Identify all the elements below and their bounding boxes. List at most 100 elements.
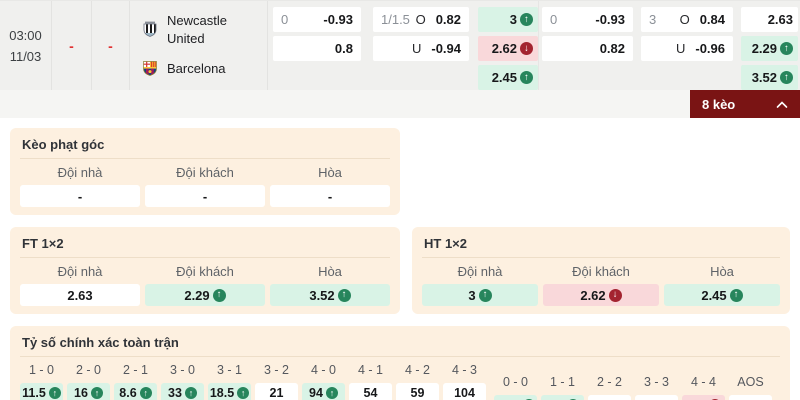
- odds-value: 54: [363, 386, 378, 400]
- score-column: 2 - 18.6↑8.2↓: [114, 363, 157, 400]
- score-column: 2 - 016↑14.5↓: [67, 363, 110, 400]
- odds-cell[interactable]: 2.62 ↓: [543, 284, 659, 306]
- trend-down-icon: ↓: [608, 288, 622, 302]
- odds-cell[interactable]: 2.45 ↑: [478, 65, 538, 90]
- odds-cell[interactable]: 2.63: [20, 284, 140, 306]
- odds-cell[interactable]: 2.29 ↑: [145, 284, 265, 306]
- score-column: 3 - 3 37: [635, 363, 678, 400]
- score-header: 1 - 1: [549, 375, 575, 389]
- odds-value: 2.45: [701, 287, 727, 303]
- trend-up-icon: ↑: [520, 71, 533, 84]
- panel-title: Kèo phạt góc: [20, 136, 390, 159]
- odds-cell[interactable]: 8.6 ↑: [114, 383, 157, 400]
- odds-cell[interactable]: 3.52 ↑: [270, 284, 390, 306]
- handicap-odds: -0.93: [595, 12, 625, 27]
- odds-cell[interactable]: 17.5↑: [494, 395, 537, 400]
- odds-value: -: [202, 188, 208, 204]
- handicap-odds-cell[interactable]: 0.82: [542, 36, 633, 61]
- total-odds: -0.94: [431, 41, 461, 56]
- panel-headers: Đội nhà Đội khách Hòa: [20, 165, 390, 180]
- odds-value: 18: [744, 398, 758, 400]
- odds-cell[interactable]: 16 ↑: [67, 383, 110, 400]
- odds-cell[interactable]: -: [20, 185, 140, 207]
- odds-cell[interactable]: 2.62 ↓: [478, 36, 538, 61]
- trend-up-icon: ↑: [325, 387, 338, 399]
- total-odds-cell[interactable]: 3 O 0.84: [641, 7, 733, 32]
- odds-cell[interactable]: 6.1↑: [541, 395, 584, 400]
- score-column: 4 - 310494↓: [443, 363, 486, 400]
- match-time-col: 03:00 11/03: [0, 1, 52, 90]
- trend-down-icon: ↓: [520, 42, 533, 55]
- odds-cell[interactable]: -: [270, 185, 390, 207]
- odds-cell[interactable]: 3.52 ↑: [741, 65, 798, 90]
- odds-value: -: [77, 188, 83, 204]
- header-away: Đội khách: [176, 264, 234, 279]
- match-row: 03:00 11/03 - - Newcas: [0, 0, 800, 90]
- score-header: 2 - 0: [75, 363, 101, 377]
- total-odds-cell[interactable]: U -0.94: [373, 36, 469, 61]
- odds-cell[interactable]: 94 ↑: [302, 383, 345, 400]
- score-column: 4 - 15445↓: [349, 363, 392, 400]
- trend-up-icon: ↑: [184, 387, 197, 399]
- barcelona-crest-icon: [140, 58, 160, 81]
- score-header: 3 - 2: [263, 363, 289, 377]
- score-header: 4 - 0: [310, 363, 336, 377]
- total-side: O: [679, 12, 690, 27]
- odds-group1-handicap: 0 -0.93 0.8: [273, 1, 361, 90]
- total-side: U: [675, 41, 686, 56]
- odds-cell[interactable]: 18: [729, 395, 772, 400]
- odds-group2-1x2: 2.63 2.29 ↑ 3.52 ↑: [741, 1, 798, 90]
- match-footer: 8 kèo: [0, 90, 800, 118]
- odds-value: 8.6: [119, 386, 137, 400]
- handicap-odds-cell[interactable]: 0.8: [273, 36, 361, 61]
- ft-ht-row: FT 1×2 Đội nhà Đội khách Hòa 2.63 2.29 ↑ 3.…: [10, 227, 790, 314]
- odds-cell[interactable]: 11.5 ↑: [20, 383, 63, 400]
- odds-cell[interactable]: -: [145, 185, 265, 207]
- score-header: 4 - 1: [357, 363, 383, 377]
- handicap-odds-cell[interactable]: 0 -0.93: [273, 7, 361, 32]
- score-header: 2 - 1: [122, 363, 148, 377]
- odds-cell[interactable]: 104: [443, 383, 486, 400]
- score-column: 4 - 094↑74↓: [302, 363, 345, 400]
- odds-cell[interactable]: 3 ↑: [478, 7, 538, 32]
- odds-group2-total: 3 O 0.84 U -0.96: [641, 1, 733, 90]
- odds-cell[interactable]: 59: [396, 383, 439, 400]
- panel-title: FT 1×2: [20, 235, 390, 258]
- odds-cell[interactable]: 37: [635, 395, 678, 400]
- odds-cell[interactable]: 2.29 ↑: [741, 36, 798, 61]
- odds-cell[interactable]: 18.5 ↑: [208, 383, 251, 400]
- total-odds-cell[interactable]: 1/1.5 O 0.82: [373, 7, 469, 32]
- odds-value: 3.52: [751, 70, 777, 85]
- score-header: 3 - 0: [169, 363, 195, 377]
- header-draw: Hòa: [710, 264, 734, 279]
- odds-cell[interactable]: 54: [349, 383, 392, 400]
- odds-value: 59: [410, 386, 425, 400]
- odds-cell[interactable]: 2.63: [741, 7, 798, 32]
- trend-up-icon: ↑: [520, 13, 533, 26]
- handicap-odds-cell[interactable]: 0 -0.93: [542, 7, 633, 32]
- score-column: 3 - 22119: [255, 363, 298, 400]
- odds-cell[interactable]: 21: [255, 383, 298, 400]
- odds-cell[interactable]: 3 ↑: [422, 284, 538, 306]
- score-column: 3 - 118.5↑16.5↓: [208, 363, 251, 400]
- odds-value: 2.63: [767, 12, 793, 27]
- odds-cell[interactable]: 234↓: [682, 395, 725, 400]
- odds-cell[interactable]: 33 ↑: [161, 383, 204, 400]
- trend-up-icon: ↑: [90, 387, 103, 399]
- header-away: Đội khách: [176, 165, 234, 180]
- odds-value: 94: [309, 386, 323, 400]
- panel-corner-odds: Kèo phạt góc Đội nhà Đội khách Hòa - - -: [10, 128, 400, 215]
- odds-value: 2.29: [751, 41, 777, 56]
- panel-cells: 3 ↑ 2.62 ↓ 2.45 ↑: [422, 284, 780, 306]
- panel-cells: ---: [20, 185, 390, 207]
- odds-cell[interactable]: 10: [588, 395, 631, 400]
- total-side: O: [415, 12, 426, 27]
- keo-count-banner[interactable]: 8 kèo: [690, 90, 800, 118]
- score-column: 4 - 25954↓: [396, 363, 439, 400]
- score-column: 4 - 4 234↓: [682, 363, 725, 400]
- total-odds-cell[interactable]: U -0.96: [641, 36, 733, 61]
- panel-headers: Đội nhà Đội khách Hòa: [20, 264, 390, 279]
- odds-cell[interactable]: 2.45 ↑: [664, 284, 780, 306]
- panel-title: Tỷ số chính xác toàn trận: [20, 334, 780, 357]
- panel-headers: Đội nhà Đội khách Hòa: [422, 264, 780, 279]
